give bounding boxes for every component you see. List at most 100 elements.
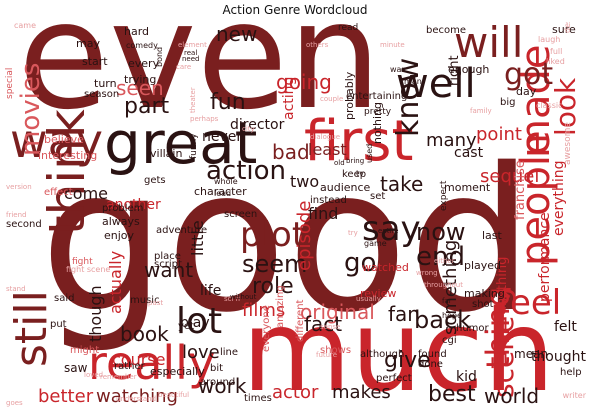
- word-kid: kid: [456, 369, 477, 385]
- word-beautiful: beautiful: [158, 391, 190, 399]
- word-minute: minute: [380, 41, 405, 49]
- word-version: version: [6, 183, 32, 191]
- word-say: say: [362, 209, 421, 249]
- word-hard: hard: [124, 25, 150, 38]
- word-bond: bond: [155, 47, 164, 68]
- word-found: found: [418, 349, 447, 360]
- word-instead: instead: [310, 195, 347, 206]
- word-done: done: [418, 359, 443, 370]
- word-expect: expect: [439, 180, 449, 212]
- word-two: two: [290, 172, 320, 191]
- word-theater: theater: [189, 87, 197, 114]
- word-bit: bit: [210, 363, 224, 374]
- word-past: past: [148, 299, 164, 307]
- word-villain: villain: [150, 147, 183, 160]
- word-either: either: [434, 257, 455, 265]
- word-interesting: interesting: [38, 149, 98, 162]
- word-feel: feel: [498, 283, 562, 323]
- word-awesome: awesome: [563, 122, 573, 166]
- word-even: even: [18, 22, 382, 142]
- word-never: never: [202, 129, 243, 145]
- word-enjoy: enjoy: [104, 229, 135, 242]
- word-cast: cast: [454, 145, 484, 161]
- word-will: will: [454, 22, 524, 67]
- word-going: going: [276, 70, 332, 94]
- word-everyone: everyone: [261, 304, 272, 352]
- word-cgi: cgi: [442, 335, 457, 346]
- word-special: special: [5, 67, 15, 100]
- word-want: want: [144, 258, 194, 282]
- word-line: line: [220, 347, 239, 358]
- word-used: used: [365, 143, 374, 164]
- word-remember: remember: [100, 373, 137, 381]
- word-big: big: [500, 97, 516, 108]
- word-actually: actually: [106, 251, 125, 315]
- word-music: music: [130, 295, 160, 306]
- wordcloud: even good much great first think really people m…: [4, 22, 586, 408]
- word-throughout: throughout: [424, 281, 463, 289]
- word-season: season: [84, 89, 120, 100]
- word-book: book: [120, 322, 169, 346]
- word-fight-scene: fight scene: [66, 265, 111, 274]
- word-script: script: [154, 259, 182, 270]
- word-second: second: [6, 219, 42, 230]
- word-times: times: [244, 393, 272, 404]
- word-screen: screen: [224, 209, 258, 220]
- word-stand: stand: [6, 285, 26, 293]
- word-adventure: adventure: [156, 225, 208, 236]
- word-work: work: [198, 374, 247, 398]
- word-care: care: [176, 63, 192, 71]
- word-said: said: [54, 293, 75, 304]
- word-now: now: [416, 218, 466, 246]
- word-love: love: [182, 342, 220, 363]
- word-couple: couple: [320, 95, 344, 103]
- word-sci-fi: sci fi: [224, 295, 241, 303]
- word-usually: usually: [356, 295, 381, 303]
- word-hope: hope: [442, 311, 462, 320]
- word-makes: makes: [332, 382, 391, 403]
- word-back: back: [414, 306, 472, 334]
- word-liked: liked: [546, 57, 565, 66]
- word-full: full: [550, 47, 563, 56]
- word-old: old: [334, 159, 345, 167]
- word-put: put: [50, 319, 67, 330]
- word-bring: bring: [346, 157, 365, 165]
- word-amazing: amazing: [275, 284, 286, 328]
- word-review: review: [360, 287, 397, 300]
- word-point: point: [476, 124, 522, 145]
- word-great: great: [104, 109, 258, 177]
- word-original: original: [300, 300, 375, 324]
- word-shot: shot: [472, 299, 494, 310]
- word-lot: lot: [176, 301, 223, 342]
- word-seem: seem: [242, 250, 308, 278]
- word-around: around: [200, 377, 236, 388]
- word-last: last: [482, 229, 502, 242]
- word-man: man: [404, 77, 422, 86]
- word-saw: saw: [64, 361, 88, 375]
- word-character: character: [194, 185, 247, 198]
- word-become: become: [426, 25, 467, 36]
- word-acting: acting: [281, 76, 297, 121]
- word-despite: despite: [563, 22, 572, 33]
- word-moment: moment: [444, 181, 491, 194]
- word-turn: turn: [94, 77, 117, 90]
- word-life: life: [200, 283, 222, 299]
- word-fact: fact: [304, 312, 343, 336]
- word-got: got: [504, 57, 554, 92]
- word-though: though: [86, 285, 105, 343]
- word-came: came: [14, 22, 37, 30]
- word-best: best: [428, 382, 476, 407]
- word-humor: humor: [456, 323, 489, 334]
- word-wrong: wrong: [416, 269, 438, 277]
- word-real: real: [184, 49, 198, 57]
- word-watching: watching: [96, 386, 178, 407]
- word-much: much: [242, 287, 555, 408]
- word-watched: watched: [362, 261, 409, 274]
- word-everything: everything: [551, 160, 567, 237]
- word-rather: rather: [114, 361, 145, 372]
- word-comedy: comedy: [126, 41, 158, 50]
- word-part: part: [124, 94, 170, 119]
- word-start: start: [82, 55, 108, 68]
- word-entertaining: entertaining: [346, 91, 408, 102]
- word-writer: writer: [562, 391, 586, 400]
